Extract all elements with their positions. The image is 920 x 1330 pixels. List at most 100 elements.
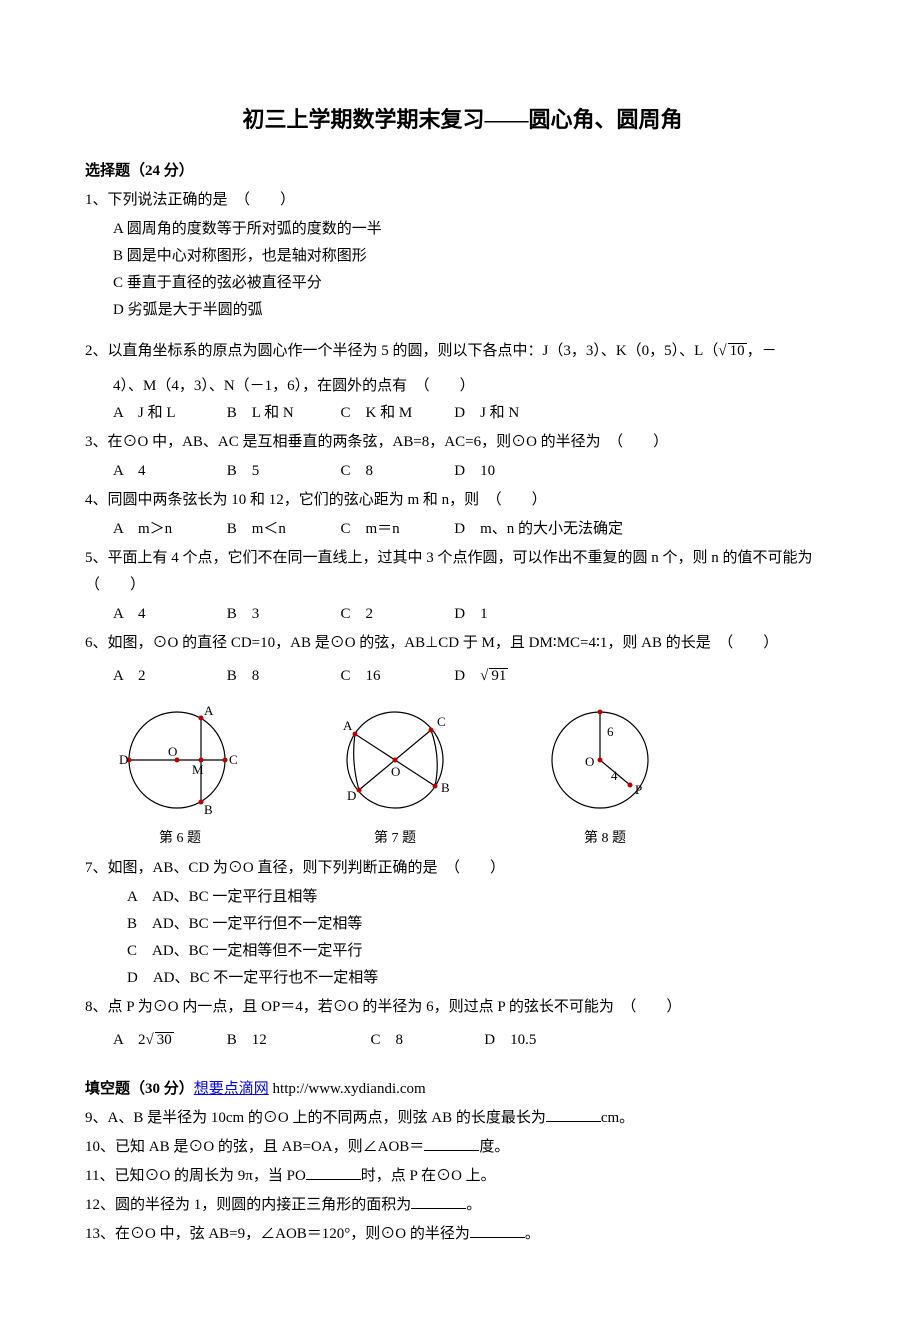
q4-stem: 4、同圆中两条弦长为 10 和 12，它们的弦心距为 m 和 n，则 （ ） [85,487,840,514]
q7-opt-c: C AD、BC 一定相等但不一定平行 [85,938,840,965]
q8-opt-a: A 2 30 [113,1027,223,1054]
q4-opt-d: D m、n 的大小无法确定 [454,516,623,543]
section-fill-head: 填空题（30 分）想要点滴网 http://www.xydiandi.com [85,1076,840,1103]
q10-a: 10、已知 AB 是⊙O 的弦，且 AB=OA，则∠AOB＝ [85,1139,424,1155]
svg-text:M: M [192,762,204,777]
svg-text:C: C [229,752,238,767]
q8-a-sqrt: 30 [155,1032,174,1048]
q8-opt-d: D 10.5 [484,1027,536,1054]
q10-b: 度。 [479,1139,509,1155]
q3-opt-c: C 8 [341,458,451,485]
q11: 11、已知⊙O 的周长为 9π，当 PO 时，点 P 在⊙O 上。 [85,1163,840,1190]
q6-d-pre: D [454,663,480,690]
q8-a-pre: A 2 [113,1027,146,1054]
q2-opt-c: C K 和 M [341,400,451,427]
q5-stem: 5、平面上有 4 个点，它们不在同一直线上，过其中 3 个点作圆，可以作出不重复… [85,545,840,599]
q2-opt-d: D J 和 N [454,400,519,427]
q5-opt-a: A 4 [113,601,223,628]
q6-opt-b: B 8 [227,663,337,690]
q6-opt-d: D 91 [454,663,508,690]
q1-stem: 1、下列说法正确的是 （ ） [85,187,840,214]
q5-opt-c: C 2 [341,601,451,628]
q10: 10、已知 AB 是⊙O 的弦，且 AB=OA，则∠AOB＝ 度。 [85,1134,840,1161]
q3-options: A 4 B 5 C 8 D 10 [85,458,840,485]
figure-6-caption: 第 6 题 [105,826,255,851]
q6-d-sqrt: 91 [489,668,508,684]
q2-line2: 4）、M（4，3）、N（－1，6），在圆外的点有 （ ） [85,373,840,400]
sqrt-icon [480,663,488,690]
q9: 9、A、B 是半径为 10cm 的⊙O 上的不同两点，则弦 AB 的长度最长为 c… [85,1105,840,1132]
figure-8: O P 6 4 第 8 题 [535,700,675,851]
q7-opt-d: D AD、BC 不一定平行也不一定相等 [85,965,840,992]
q8-stem: 8、点 P 为⊙O 内一点，且 OP＝4，若⊙O 的半径为 6，则过点 P 的弦… [85,994,840,1021]
q4-options: A m＞n B m＜n C m＝n D m、n 的大小无法确定 [85,516,840,543]
q1-opt-a: A 圆周角的度数等于所对弧的度数的一半 [85,216,840,243]
q7-stem: 7、如图，AB、CD 为⊙O 直径，则下列判断正确的是 （ ） [85,855,840,882]
source-url: http://www.xydiandi.com [269,1081,426,1097]
q6-opt-a: A 2 [113,663,223,690]
sqrt-icon [146,1027,154,1054]
q13: 13、在⊙O 中，弦 AB=9，∠AOB＝120°，则⊙O 的半径为 。 [85,1221,840,1248]
q4-opt-c: C m＝n [341,516,451,543]
q8-options: A 230 B 12 C 8 D 10.5 [85,1027,840,1054]
q3-opt-b: B 5 [227,458,337,485]
q8-opt-b: B 12 [227,1027,367,1054]
q6-options: A 2 B 8 C 16 D 91 [85,663,840,690]
svg-text:O: O [391,764,400,779]
svg-text:P: P [635,782,642,797]
q5-opt-d: D 1 [454,601,487,628]
q9-a: 9、A、B 是半径为 10cm 的⊙O 上的不同两点，则弦 AB 的长度最长为 [85,1110,546,1126]
q2-stem: 2、以直角坐标系的原点为圆心作一个半径为 5 的圆，则以下各点中：J（3，3）、… [85,338,840,365]
blank-input[interactable] [424,1135,479,1151]
svg-text:B: B [441,780,450,795]
q2-opt-a: A J 和 L [113,400,223,427]
q12-b: 。 [466,1197,481,1213]
source-link[interactable]: 想要点滴网 [194,1081,269,1097]
q2-options: A J 和 L B L 和 N C K 和 M D J 和 N [85,400,840,427]
blank-input[interactable] [411,1193,466,1209]
q4-opt-a: A m＞n [113,516,223,543]
figure-7: A C D B O 第 7 题 [315,700,475,851]
q13-a: 13、在⊙O 中，弦 AB=9，∠AOB＝120°，则⊙O 的半径为 [85,1226,470,1242]
q9-b: cm。 [601,1110,634,1126]
blank-input[interactable] [306,1164,361,1180]
svg-text:A: A [204,703,214,718]
q1-opt-d: D 劣弧是大于半圆的弧 [85,297,840,324]
q2-opt-b: B L 和 N [227,400,337,427]
svg-text:D: D [119,752,128,767]
svg-text:6: 6 [607,724,614,739]
figure-7-svg: A C D B O [315,700,475,820]
page-title: 初三上学期数学期末复习——圆心角、圆周角 [85,100,840,140]
q2-sqrt: 10 [728,343,747,359]
q3-opt-a: A 4 [113,458,223,485]
svg-text:D: D [347,788,356,803]
q12-a: 12、圆的半径为 1，则圆的内接正三角形的面积为 [85,1197,411,1213]
svg-text:O: O [585,754,594,769]
figure-8-caption: 第 8 题 [535,826,675,851]
q7-opt-a: A AD、BC 一定平行且相等 [85,884,840,911]
figure-7-caption: 第 7 题 [315,826,475,851]
figure-row: D C O A B M 第 6 题 [85,700,840,851]
blank-input[interactable] [546,1106,601,1122]
q6-stem: 6、如图，⊙O 的直径 CD=10，AB 是⊙O 的弦，AB⊥CD 于 M，且 … [85,630,840,657]
svg-text:C: C [437,714,446,729]
figure-8-svg: O P 6 4 [535,700,675,820]
figure-6-svg: D C O A B M [105,700,255,820]
sqrt-icon [718,343,726,359]
svg-text:A: A [343,718,353,733]
blank-input[interactable] [470,1222,525,1238]
q6-opt-c: C 16 [341,663,451,690]
q12: 12、圆的半径为 1，则圆的内接正三角形的面积为 。 [85,1192,840,1219]
q4-opt-b: B m＜n [227,516,337,543]
q3-stem: 3、在⊙O 中，AB、AC 是互相垂直的两条弦，AB=8，AC=6，则⊙O 的半… [85,429,840,456]
svg-text:4: 4 [611,768,618,783]
q11-b: 时，点 P 在⊙O 上。 [361,1168,496,1184]
svg-text:O: O [168,744,177,759]
q13-b: 。 [525,1226,540,1242]
q5-options: A 4 B 3 C 2 D 1 [85,601,840,628]
q11-a: 11、已知⊙O 的周长为 9π，当 PO [85,1168,306,1184]
q3-opt-d: D 10 [454,458,495,485]
svg-text:B: B [204,802,213,817]
q5-opt-b: B 3 [227,601,337,628]
q1-opt-b: B 圆是中心对称图形，也是轴对称图形 [85,243,840,270]
